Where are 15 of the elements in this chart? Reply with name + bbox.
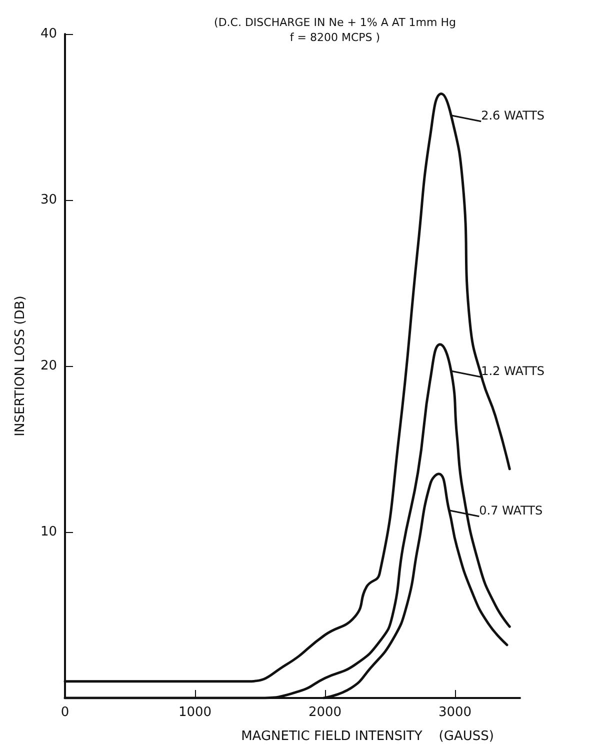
y-tick-label: 30: [40, 192, 57, 208]
chart-title: (D.C. DISCHARGE IN Ne + 1% A AT 1mm Hg: [214, 16, 456, 29]
chart-subtitle: f = 8200 MCPS ): [290, 31, 380, 44]
x-tick-label: 3000: [438, 705, 472, 720]
x-tick-label: 1000: [178, 705, 212, 720]
legend-label: 2.6 WATTS: [481, 108, 545, 122]
y-tick-label: 20: [40, 358, 57, 374]
y-tick-label: 40: [40, 26, 57, 42]
x-axis-title: MAGNETIC FIELD INTENSITY (GAUSS): [241, 729, 494, 744]
legend-label: 1.2 WATTS: [481, 364, 545, 378]
x-tick-label: 2000: [308, 705, 342, 720]
y-axis-title: INSERTION LOSS (DB): [13, 296, 28, 436]
y-tick-label: 10: [40, 524, 57, 540]
legend-label: 0.7 WATTS: [479, 503, 543, 518]
x-tick-label: 0: [60, 705, 70, 720]
